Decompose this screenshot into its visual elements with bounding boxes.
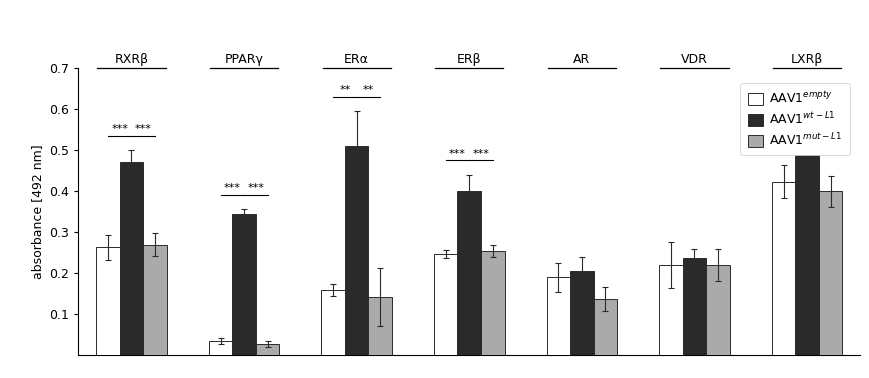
- Bar: [660, 265, 683, 355]
- Bar: [594, 299, 617, 355]
- Bar: [795, 140, 819, 355]
- Bar: [345, 146, 368, 355]
- Bar: [96, 247, 120, 355]
- Text: ***: ***: [111, 124, 128, 134]
- Text: VDR: VDR: [681, 53, 708, 66]
- Bar: [570, 271, 594, 355]
- Text: ERα: ERα: [344, 53, 369, 66]
- Bar: [120, 163, 143, 355]
- Bar: [819, 191, 842, 355]
- Bar: [683, 258, 706, 355]
- Text: LXRβ: LXRβ: [791, 53, 823, 66]
- Bar: [368, 297, 392, 355]
- Text: ***: ***: [449, 149, 466, 159]
- Text: ERβ: ERβ: [457, 53, 481, 66]
- Text: ***: ***: [135, 124, 152, 134]
- Bar: [772, 182, 795, 355]
- Bar: [143, 245, 167, 355]
- Legend: AAV1$^{empty}$, AAV1$^{wt-L1}$, AAV1$^{mut-L1}$: AAV1$^{empty}$, AAV1$^{wt-L1}$, AAV1$^{m…: [740, 83, 850, 155]
- Bar: [209, 341, 232, 355]
- Bar: [481, 251, 505, 355]
- Text: ***: ***: [248, 183, 264, 193]
- Text: ***: ***: [473, 149, 489, 159]
- Y-axis label: absorbance [492 nm]: absorbance [492 nm]: [30, 144, 43, 279]
- Text: PPARγ: PPARγ: [224, 53, 263, 66]
- Bar: [706, 265, 730, 355]
- Bar: [255, 344, 279, 355]
- Text: ***: ***: [224, 183, 241, 193]
- Text: **: **: [362, 85, 374, 95]
- Bar: [434, 254, 457, 355]
- Text: AR: AR: [574, 53, 591, 66]
- Text: RXRβ: RXRβ: [115, 53, 149, 66]
- Bar: [232, 214, 255, 355]
- Bar: [322, 290, 345, 355]
- Text: **: **: [339, 85, 350, 95]
- Bar: [457, 191, 481, 355]
- Bar: [547, 277, 570, 355]
